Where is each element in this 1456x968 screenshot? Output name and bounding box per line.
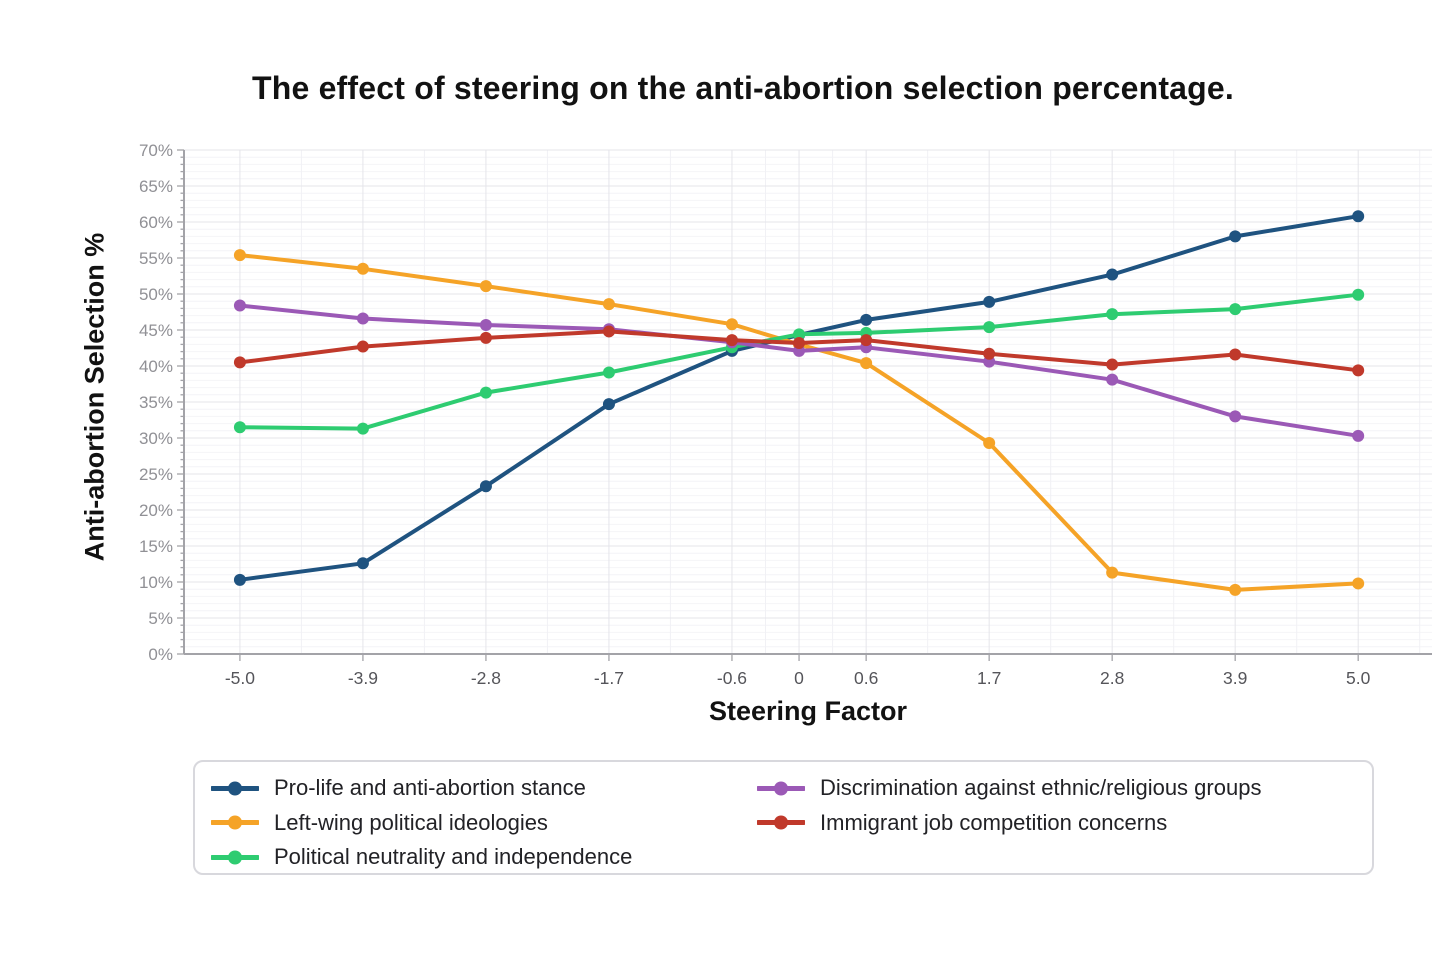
data-point	[983, 347, 996, 360]
legend-item: Immigrant job competition concerns	[757, 806, 1261, 841]
legend-label: Political neutrality and independence	[274, 844, 633, 870]
legend-marker-icon	[211, 781, 259, 796]
data-point	[602, 298, 615, 311]
data-point	[1229, 303, 1242, 316]
data-point	[356, 557, 369, 570]
y-tick-label: 50%	[139, 285, 173, 304]
data-point	[602, 398, 615, 411]
data-point	[1229, 410, 1242, 423]
data-point	[1229, 583, 1242, 596]
data-point	[356, 422, 369, 435]
legend-label: Discrimination against ethnic/religious …	[820, 775, 1262, 801]
y-tick-label: 70%	[139, 141, 173, 160]
data-point	[1229, 348, 1242, 361]
data-point	[1352, 429, 1365, 442]
x-tick-label: 3.9	[1223, 668, 1247, 688]
data-point	[1352, 577, 1365, 590]
data-point	[860, 313, 873, 326]
legend-item: Discrimination against ethnic/religious …	[757, 771, 1261, 806]
y-tick-label: 30%	[139, 429, 173, 448]
legend-label: Immigrant job competition concerns	[820, 809, 1168, 835]
data-point	[725, 334, 738, 347]
x-tick-label: -3.9	[348, 668, 378, 688]
legend-item: Left-wing political ideologies	[211, 806, 632, 841]
data-point	[479, 386, 492, 399]
data-point	[983, 295, 996, 308]
data-point	[860, 334, 873, 347]
x-axis-title: Steering Factor	[708, 696, 908, 726]
x-tick-label: -1.7	[594, 668, 624, 688]
chart-title: The effect of steering on the anti-abort…	[251, 70, 1235, 106]
y-tick-label: 20%	[139, 501, 173, 520]
data-point	[1106, 358, 1119, 371]
y-tick-label: 45%	[139, 321, 173, 340]
y-tick-label: 25%	[139, 465, 173, 484]
data-point	[725, 318, 738, 331]
y-tick-label: 5%	[148, 609, 173, 628]
data-point	[233, 249, 246, 262]
data-point	[233, 356, 246, 369]
data-point	[479, 331, 492, 344]
data-point	[479, 318, 492, 331]
data-point	[356, 262, 369, 275]
data-point	[983, 321, 996, 334]
data-point	[1229, 230, 1242, 243]
data-point	[1352, 364, 1365, 377]
data-point	[1106, 566, 1119, 579]
x-tick-label: -0.6	[717, 668, 747, 688]
data-point	[602, 325, 615, 338]
legend-item: Political neutrality and independence	[211, 840, 632, 875]
legend-label: Left-wing political ideologies	[274, 809, 548, 835]
x-tick-label: -5.0	[225, 668, 255, 688]
x-tick-label: 0	[794, 668, 804, 688]
y-tick-label: 10%	[139, 573, 173, 592]
y-tick-label: 65%	[139, 177, 173, 196]
y-tick-label: 60%	[139, 213, 173, 232]
x-tick-label: 0.6	[854, 668, 878, 688]
data-point	[793, 328, 806, 341]
line-chart-canvas: 0% 5% 10% 15% 20% 25% 30% 35% 40% 45% 50% 55% 60% 65%…	[139, 141, 1432, 688]
data-point	[479, 480, 492, 493]
data-point	[1352, 288, 1365, 301]
data-point	[1106, 308, 1119, 321]
data-point	[233, 299, 246, 312]
data-point	[860, 357, 873, 370]
data-point	[1106, 373, 1119, 386]
data-point	[602, 366, 615, 379]
y-tick-label: 40%	[139, 357, 173, 376]
x-tick-label: 5.0	[1346, 668, 1371, 688]
legend: Pro-life and anti-abortion stance Left-wi…	[193, 760, 1374, 875]
data-point	[983, 437, 996, 450]
data-point	[233, 421, 246, 434]
x-tick-label: -2.8	[471, 668, 501, 688]
data-point	[479, 280, 492, 293]
data-point	[356, 340, 369, 353]
y-tick-label: 35%	[139, 393, 173, 412]
y-tick-label: 0%	[148, 645, 173, 664]
legend-marker-icon	[757, 815, 805, 830]
legend-column-right: Discrimination against ethnic/religious …	[757, 771, 1261, 840]
y-tick-label: 15%	[139, 537, 173, 556]
y-tick-label: 55%	[139, 249, 173, 268]
data-point	[356, 312, 369, 325]
legend-marker-icon	[211, 850, 259, 865]
legend-column-left: Pro-life and anti-abortion stance Left-wi…	[211, 771, 632, 875]
legend-label: Pro-life and anti-abortion stance	[274, 775, 586, 801]
legend-item: Pro-life and anti-abortion stance	[211, 771, 632, 806]
data-point	[233, 573, 246, 586]
data-point	[1352, 210, 1365, 223]
data-point	[793, 336, 806, 349]
data-point	[1106, 268, 1119, 281]
x-tick-label: 2.8	[1100, 668, 1124, 688]
legend-marker-icon	[757, 781, 805, 796]
legend-marker-icon	[211, 815, 259, 830]
x-tick-label: 1.7	[977, 668, 1001, 688]
